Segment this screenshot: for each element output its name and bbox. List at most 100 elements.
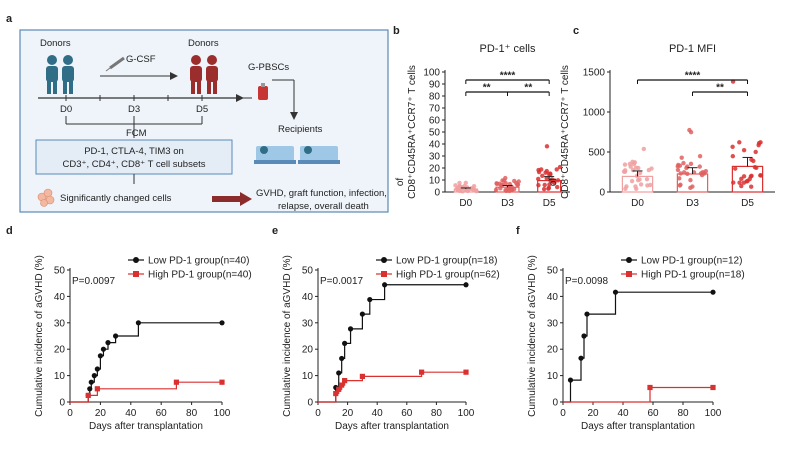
- y-tick-label-d-3: 30: [54, 318, 66, 329]
- scatter-point-b-0-17: [457, 180, 462, 186]
- x-tick-label-d-5: 100: [214, 408, 231, 419]
- scatter-point-c-0-26: [633, 184, 638, 189]
- x-tick-label-b-2: D5: [543, 198, 556, 209]
- outcome-line-1: GVHD, graft function, infection,: [256, 188, 387, 199]
- series-point-e-1-3: [339, 382, 345, 388]
- series-point-d-0-9: [113, 333, 119, 339]
- series-point-d-0-6: [97, 353, 103, 359]
- series-point-e-0-10: [463, 282, 469, 288]
- series-point-d-0-10: [135, 320, 141, 326]
- gpbscs-arrowhead: [290, 112, 298, 120]
- sig-label-b-1: **: [483, 83, 491, 94]
- timeline-day-5: D5: [196, 104, 208, 115]
- scatter-point-c-1-2: [675, 167, 681, 173]
- scatter-point-b-2-19: [547, 182, 552, 187]
- scatter-point-c-1-20: [681, 160, 686, 166]
- scatter-point-b-2-20: [536, 169, 542, 175]
- y-tick-label-e-0: 0: [307, 398, 313, 409]
- y-tick-label-d-5: 50: [54, 266, 66, 277]
- x-tick-label-f-5: 100: [705, 408, 722, 419]
- y-tick-label-e-5: 50: [302, 266, 314, 277]
- timeline-day-3: D3: [128, 104, 140, 115]
- series-point-d-0-3: [88, 379, 94, 385]
- x-axis-label-d: Days after transplantation: [89, 421, 203, 432]
- chart-title-c: PD-1 MFI: [669, 43, 716, 55]
- scatter-point-b-2-23: [536, 182, 541, 188]
- p-value-d: P=0.0097: [72, 276, 116, 287]
- scatter-point-b-0-27: [460, 189, 465, 194]
- y-tick-label-f-2: 20: [547, 345, 559, 356]
- gpbscs-label: G-PBSCs: [248, 62, 289, 73]
- x-tick-label-f-1: 20: [587, 408, 599, 419]
- scatter-point-c-1-26: [688, 185, 693, 191]
- series-point-e-1-1: [333, 390, 339, 397]
- scatter-point-c-0-25: [623, 186, 628, 191]
- gcsf-label: G-CSF: [126, 54, 156, 65]
- x-tick-label-c-1: D3: [686, 198, 699, 209]
- scatter-point-b-2-5: [544, 176, 549, 181]
- chart-f: f 0 10 20 30 40 50 0 20 40 60 80 100 Days after trans…: [516, 225, 745, 432]
- scatter-point-c-0-15: [622, 162, 628, 167]
- y-tick-label-c-1: 500: [588, 148, 605, 159]
- series-point-e-1-4: [342, 378, 348, 384]
- scatter-point-c-2-11: [733, 166, 738, 171]
- x-axis-label-e: Days after transplantation: [335, 421, 449, 432]
- x-tick-label-f-4: 80: [677, 408, 689, 419]
- y-tick-label-b-7: 70: [429, 104, 441, 115]
- scatter-point-b-1-21: [514, 180, 519, 186]
- series-line-d-1: [70, 381, 222, 403]
- y-axis-label-d: Cumulative incidence of aGVHD (%): [34, 255, 45, 417]
- scatter-point-c-2-25: [739, 176, 744, 181]
- scatter-point-c-1-27: [677, 163, 683, 168]
- fcm-bracket: [65, 116, 203, 138]
- hospital-bed-icon: [254, 146, 340, 164]
- series-point-e-0-9: [382, 282, 388, 288]
- scatter-point-c-0-27: [646, 167, 652, 173]
- x-tick-label-e-2: 40: [372, 408, 384, 419]
- legend-label-f-0: Low PD-1 group(n=12): [641, 256, 742, 267]
- x-tick-label-c-0: D0: [631, 198, 644, 209]
- series-point-d-1-5: [219, 379, 225, 385]
- changed-cells-label: Significantly changed cells: [60, 193, 172, 204]
- donor-pair-red-icon: [190, 55, 218, 94]
- series-line-f-1: [563, 386, 713, 403]
- scatter-point-c-2-21: [730, 154, 736, 159]
- x-tick-label-e-1: 20: [342, 408, 354, 419]
- y-tick-label-e-3: 30: [302, 318, 314, 329]
- scatter-point-c-2-22: [745, 178, 750, 184]
- scatter-point-c-1-17: [688, 177, 693, 183]
- scatter-point-b-2-21: [548, 172, 553, 177]
- series-point-e-0-7: [359, 311, 365, 317]
- y-tick-label-b-9: 90: [429, 80, 441, 91]
- series-point-e-1-7: [463, 369, 469, 375]
- y-tick-label-c-0: 0: [599, 188, 605, 199]
- scatter-point-c-0-4: [629, 178, 635, 184]
- scatter-point-b-1-25: [503, 181, 508, 186]
- x-tick-label-e-3: 60: [401, 408, 413, 419]
- series-point-f-1-1: [647, 384, 653, 391]
- y-tick-label-c-3: 1500: [583, 68, 606, 79]
- scatter-point-c-0-14: [633, 165, 639, 170]
- series-point-e-0-2: [336, 370, 342, 376]
- series-point-f-0-6: [710, 289, 716, 295]
- scatter-point-b-2-10: [540, 173, 545, 179]
- y-tick-label-f-4: 40: [547, 292, 559, 303]
- legend-marker-f-1: [626, 271, 632, 277]
- scatter-point-c-0-7: [641, 146, 647, 152]
- scatter-point-c-2-26: [741, 147, 747, 153]
- series-point-e-1-2: [336, 386, 342, 392]
- y-tick-label-b-5: 50: [429, 128, 441, 139]
- panel-label-b: b: [393, 25, 400, 37]
- gcsf-arrowhead: [170, 72, 178, 80]
- x-tick-label-d-1: 20: [95, 408, 107, 419]
- x-tick-label-d-0: 0: [67, 408, 73, 419]
- markers-box: [35, 139, 233, 175]
- scatter-point-c-2-8: [749, 184, 754, 189]
- series-point-f-0-3: [581, 333, 587, 339]
- y-tick-label-d-4: 40: [54, 292, 66, 303]
- y-tick-label-b-10: 100: [423, 68, 440, 79]
- schematic-box: [19, 29, 389, 213]
- scatter-point-c-0-5: [638, 182, 644, 187]
- scatter-point-b-2-4: [557, 164, 563, 170]
- scatter-point-c-0-16: [627, 161, 633, 167]
